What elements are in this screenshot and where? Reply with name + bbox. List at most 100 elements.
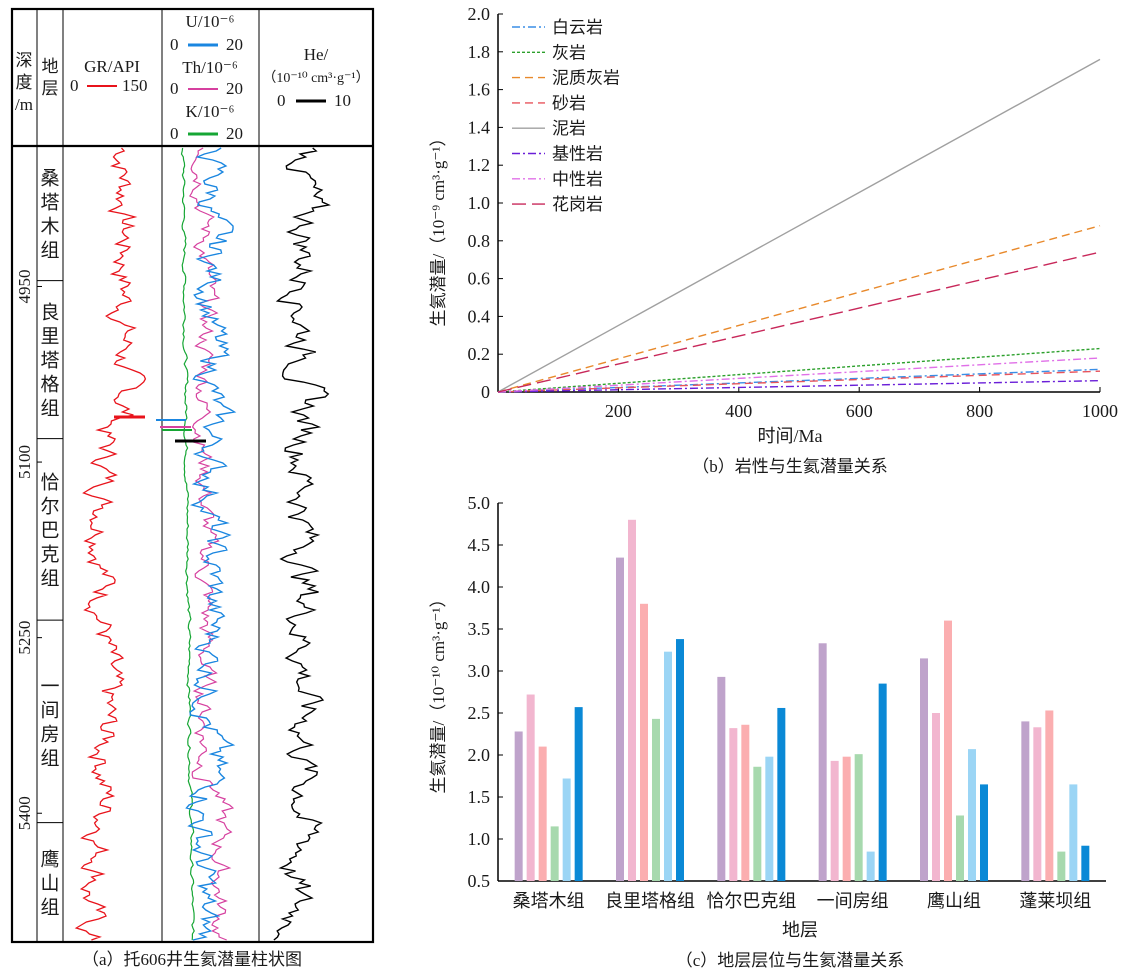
bar-chart-bars — [514, 519, 1090, 881]
y-tick-label: 1.6 — [468, 80, 491, 100]
bar-s2 — [729, 728, 738, 881]
bar-s4 — [652, 718, 660, 881]
series-line-基性岩 — [497, 379, 1101, 393]
bar-s4 — [753, 766, 762, 881]
legend-label: 中性岩 — [552, 170, 603, 189]
bar-chart-axes: 0.5 1.0 1.5 2.0 2.5 3.0 3.5 4.0 4.5 5.0 桑塔木组 良里塔格组恰… — [468, 493, 1106, 911]
legend-label: 泥岩 — [552, 119, 586, 138]
legend-label: 灰岩 — [552, 43, 586, 62]
strata-label-char: 木 — [40, 215, 59, 237]
line-chart-xlabel: 时间/Ma — [758, 426, 823, 446]
he-unit: （10⁻¹⁰ cm³·g⁻¹） — [262, 70, 369, 86]
legend-label: 白云岩 — [552, 18, 603, 37]
gr-max: 150 — [122, 76, 148, 95]
y-tick-label: 1.0 — [468, 829, 491, 849]
bar-s6 — [676, 639, 684, 881]
bar-s5 — [968, 749, 976, 881]
gr-header: GR/API — [84, 57, 140, 76]
depth-header: 深 — [16, 51, 33, 70]
bar-s6 — [878, 683, 887, 881]
line-chart-ylabel: 生氦潜量/（10⁻⁹ cm³·g⁻¹） — [429, 130, 448, 327]
bar-s3 — [1045, 710, 1054, 881]
gr-curve — [74, 147, 147, 941]
bar-s5 — [866, 851, 875, 881]
strata-label-char: 房 — [40, 723, 59, 745]
bar-chart-xlabel: 地层 — [782, 920, 818, 940]
bar-s5 — [1069, 784, 1078, 881]
bar-s2 — [628, 519, 636, 881]
k-header: K/10⁻⁶ — [186, 102, 235, 121]
strata-header: 地 — [42, 57, 59, 76]
he-min: 0 — [277, 91, 286, 110]
x-tick-label: 一间房组 — [817, 891, 889, 911]
y-tick-label: 0.6 — [468, 269, 491, 289]
depth-tick-label: 5100 — [15, 445, 34, 479]
k-curve — [180, 147, 195, 941]
bar-chart-caption: （c）地层层位与生氦潜量关系 — [676, 951, 905, 970]
legend-label: 花岗岩 — [552, 195, 603, 214]
k-max: 20 — [226, 124, 243, 143]
y-tick-label: 1.5 — [468, 787, 491, 807]
series-line-砂岩 — [497, 370, 1101, 393]
y-tick-label: 1.4 — [468, 117, 491, 137]
u-max: 20 — [226, 35, 243, 54]
bar-s4 — [956, 815, 964, 881]
strata-label-char: 组 — [40, 747, 59, 769]
x-tick-label: 蓬莱坝组 — [1019, 891, 1091, 911]
strata-label-char: 组 — [40, 398, 59, 420]
bar-s2 — [1033, 727, 1042, 881]
y-tick-label: 5.0 — [468, 493, 491, 513]
bar-s2 — [932, 713, 940, 881]
log-curves — [74, 147, 331, 941]
legend-label: 基性岩 — [552, 145, 603, 164]
bar-chart-ylabel: 生氦潜量/（10⁻¹⁰ cm³·g⁻¹） — [429, 591, 448, 794]
strata-label-char: 组 — [40, 567, 59, 589]
x-tick-label: 200 — [605, 401, 632, 421]
series-line-中性岩 — [497, 357, 1101, 393]
series-line-泥岩 — [497, 58, 1101, 393]
bar-s3 — [842, 756, 851, 881]
legend-label: 砂岩 — [552, 94, 586, 113]
y-tick-label: 0.5 — [468, 871, 491, 891]
bar-s4 — [854, 754, 863, 881]
strata-label-char: 一 — [40, 676, 59, 697]
legend-label: 泥质灰岩 — [552, 69, 620, 88]
th-max: 20 — [226, 79, 243, 98]
series-line-灰岩 — [497, 347, 1101, 393]
strata-label-char: 间 — [40, 699, 59, 721]
depth-tick-label: 5400 — [15, 796, 34, 830]
strata-label-char: 桑 — [40, 167, 59, 189]
bar-s6 — [980, 784, 988, 881]
bar-s6 — [777, 707, 786, 881]
strata-label-char: 塔 — [40, 191, 59, 213]
u-min: 0 — [170, 35, 179, 54]
th-min: 0 — [170, 79, 179, 98]
y-tick-label: 3.0 — [468, 661, 491, 681]
x-tick-label: 鹰山组 — [927, 891, 981, 911]
y-tick-label: 4.5 — [468, 535, 491, 555]
bar-s3 — [538, 746, 547, 881]
th-header: Th/10⁻⁶ — [182, 58, 238, 77]
frame-border — [10, 7, 375, 944]
y-tick-label: 1.0 — [468, 193, 491, 213]
bar-s3 — [944, 620, 952, 881]
bar-s3 — [741, 724, 750, 881]
y-tick-label: 0 — [481, 382, 490, 402]
depth-header: 度 — [16, 73, 33, 92]
strata-label-char: 巴 — [40, 520, 59, 541]
bar-s1 — [616, 557, 624, 881]
y-tick-label: 0.4 — [468, 306, 491, 326]
line-chart-axes: 0 0.2 0.4 0.6 0.8 1.0 1.2 1.4 1.6 1.8 2.0 200 400 600… — [468, 4, 1119, 421]
bar-s6 — [574, 707, 583, 881]
y-tick-label: 1.2 — [468, 155, 491, 175]
series-line-泥质灰岩 — [497, 225, 1101, 393]
strata-header: 层 — [42, 79, 59, 98]
u-curve — [185, 147, 237, 941]
bar-s2 — [526, 694, 535, 881]
strata-label-char: 良 — [40, 302, 59, 324]
he-curve — [273, 147, 331, 941]
gr-min: 0 — [70, 76, 79, 95]
x-tick-label: 桑塔木组 — [513, 891, 585, 911]
